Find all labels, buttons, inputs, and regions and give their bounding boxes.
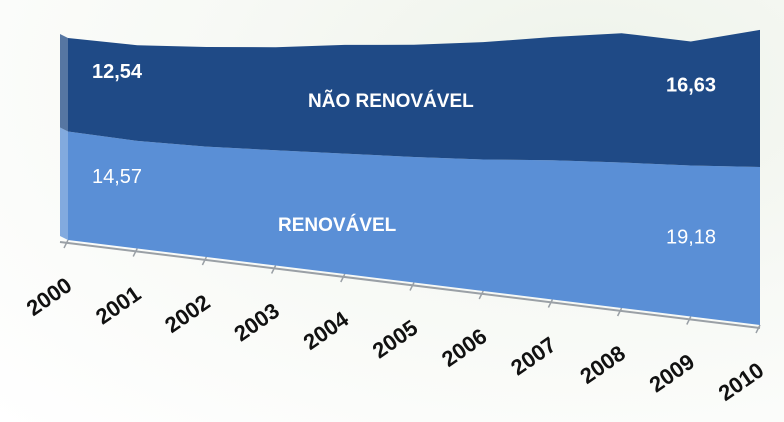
side-face xyxy=(60,127,68,240)
x-tick xyxy=(686,316,692,325)
x-tick xyxy=(63,239,69,249)
value-label: 12,54 xyxy=(92,61,143,83)
x-tick-label: 2007 xyxy=(506,332,560,381)
value-label: 16,63 xyxy=(666,75,716,97)
x-tick-label: 2003 xyxy=(229,298,283,347)
x-tick xyxy=(132,248,138,257)
x-tick-label: 2004 xyxy=(299,306,354,355)
value-label: 19,18 xyxy=(666,226,716,248)
side-face xyxy=(60,34,68,132)
x-tick-label: 2010 xyxy=(714,357,768,406)
value-label: 14,57 xyxy=(92,166,142,188)
x-tick xyxy=(409,282,415,291)
x-tick-label: 2005 xyxy=(368,315,422,364)
area xyxy=(68,29,760,167)
x-tick xyxy=(478,290,484,300)
x-tick-label: 2001 xyxy=(91,281,145,330)
x-tick xyxy=(616,307,623,317)
x-tick xyxy=(340,273,346,283)
area xyxy=(68,131,760,325)
x-tick-label: 2000 xyxy=(22,272,76,321)
x-tick xyxy=(755,324,761,334)
x-tick-label: 2006 xyxy=(437,323,491,372)
x-tick xyxy=(270,265,277,274)
x-tick-label: 2009 xyxy=(645,349,699,398)
x-axis xyxy=(59,241,761,329)
x-tick-label: 2008 xyxy=(575,340,629,389)
x-tick xyxy=(201,256,208,266)
series-label: NÃO RENOVÁVEL xyxy=(308,91,474,112)
x-tick-label: 2002 xyxy=(160,289,214,338)
x-tick xyxy=(547,299,554,308)
series-label: RENOVÁVEL xyxy=(278,215,397,236)
